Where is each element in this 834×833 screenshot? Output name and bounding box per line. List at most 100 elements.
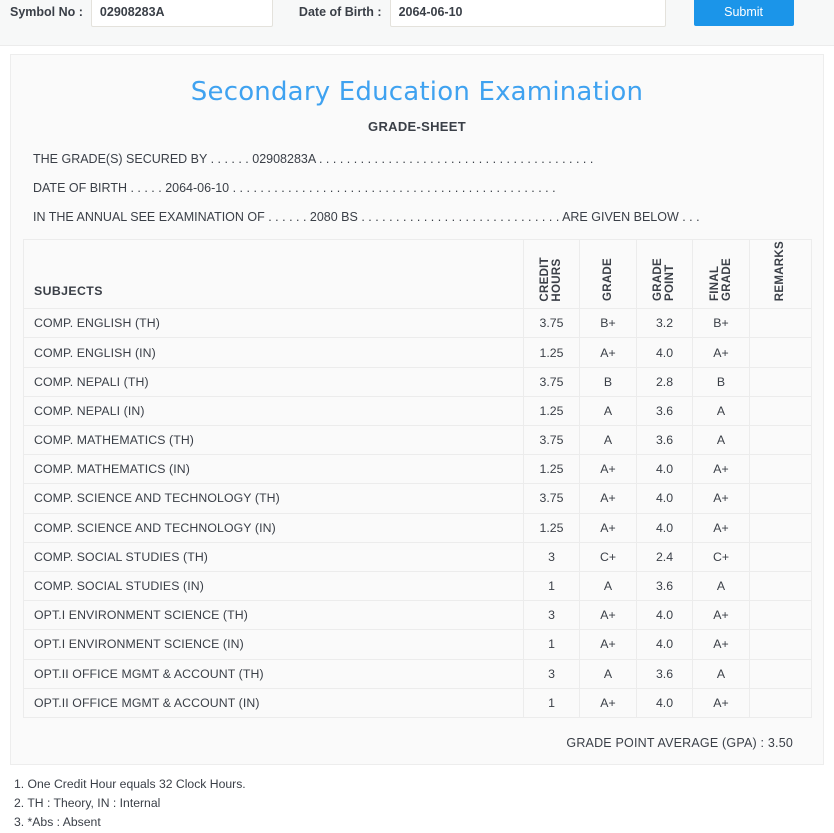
cell-remarks — [749, 629, 812, 660]
cell-final-grade: A+ — [692, 687, 750, 718]
cell-credit-hours: 3 — [523, 541, 580, 572]
cell-grade: A+ — [579, 600, 637, 631]
column-header-grade-label: GRADE — [601, 258, 614, 302]
table-row: OPT.II OFFICE MGMT & ACCOUNT (IN) 1 A+ 4.0 A… — [23, 687, 812, 718]
cell-grade-point: 4.0 — [636, 600, 693, 631]
cell-remarks — [749, 687, 812, 718]
cell-grade: A+ — [579, 687, 637, 718]
table-row: COMP. NEPALI (IN) 1.25 A 3.6 A — [23, 395, 812, 427]
cell-remarks — [749, 366, 812, 397]
cell-final-grade: A — [692, 395, 750, 427]
cell-final-grade: A — [692, 570, 750, 602]
cell-grade: A+ — [579, 629, 637, 660]
cell-grade: A — [579, 395, 637, 427]
cell-grade-point: 4.0 — [636, 629, 693, 660]
cell-remarks — [749, 483, 812, 514]
column-header-final-grade-label: FINAL GRADE — [708, 258, 733, 302]
grade-table: SUBJECTS CREDIT HOURS GRADE GRADE POINT … — [23, 238, 812, 718]
column-header-subjects: SUBJECTS — [23, 238, 524, 310]
column-header-credit-hours: CREDIT HOURS — [523, 238, 580, 310]
cell-subject: COMP. MATHEMATICS (IN) — [23, 454, 524, 485]
cell-final-grade: A — [692, 424, 750, 456]
cell-final-grade: B+ — [692, 308, 750, 339]
table-row: OPT.I ENVIRONMENT SCIENCE (IN) 1 A+ 4.0 A+ — [23, 629, 812, 660]
cell-credit-hours: 1 — [523, 570, 580, 602]
column-header-grade-point-label: GRADE POINT — [652, 258, 677, 302]
cell-credit-hours: 3 — [523, 658, 580, 689]
cell-remarks — [749, 541, 812, 572]
footnote-item: 3. *Abs : Absent — [14, 815, 101, 830]
cell-remarks — [749, 454, 812, 485]
info-line-grades-secured-by: THE GRADE(S) SECURED BY . . . . . . 0290… — [33, 152, 594, 166]
cell-credit-hours: 1.25 — [523, 454, 580, 485]
info-line-examination-year: IN THE ANNUAL SEE EXAMINATION OF . . . .… — [33, 210, 700, 224]
cell-remarks — [749, 600, 812, 631]
cell-remarks — [749, 424, 812, 456]
cell-subject: COMP. NEPALI (IN) — [23, 395, 524, 427]
cell-grade-point: 4.0 — [636, 687, 693, 718]
cell-subject: OPT.II OFFICE MGMT & ACCOUNT (IN) — [23, 687, 524, 718]
cell-grade: A+ — [579, 512, 637, 543]
cell-credit-hours: 3 — [523, 600, 580, 631]
cell-subject: COMP. SOCIAL STUDIES (IN) — [23, 570, 524, 602]
table-row: COMP. SOCIAL STUDIES (TH) 3 C+ 2.4 C+ — [23, 541, 812, 572]
footnote-item: 1. One Credit Hour equals 32 Clock Hours… — [14, 776, 246, 791]
cell-grade-point: 4.0 — [636, 483, 693, 514]
page-subtitle: GRADE-SHEET — [368, 119, 466, 134]
cell-final-grade: A+ — [692, 337, 750, 368]
symbol-no-group: Symbol No : — [10, 0, 273, 27]
cell-subject: OPT.II OFFICE MGMT & ACCOUNT (TH) — [23, 658, 524, 689]
cell-grade: A — [579, 424, 637, 456]
cell-grade-point: 4.0 — [636, 337, 693, 368]
cell-grade: A+ — [579, 337, 637, 368]
cell-credit-hours: 1.25 — [523, 337, 580, 368]
table-body: COMP. ENGLISH (TH) 3.75 B+ 3.2 B+ COMP. ENGLI… — [23, 308, 812, 718]
cell-credit-hours: 3.75 — [523, 366, 580, 397]
cell-grade-point: 2.8 — [636, 366, 693, 397]
cell-subject: OPT.I ENVIRONMENT SCIENCE (IN) — [23, 629, 524, 660]
cell-grade: B+ — [579, 308, 637, 339]
cell-remarks — [749, 658, 812, 689]
table-header-row: SUBJECTS CREDIT HOURS GRADE GRADE POINT … — [23, 238, 812, 310]
symbol-no-input[interactable] — [90, 0, 273, 27]
cell-remarks — [749, 308, 812, 339]
cell-remarks — [749, 395, 812, 427]
table-row: COMP. ENGLISH (TH) 3.75 B+ 3.2 B+ — [23, 308, 812, 339]
cell-subject: COMP. ENGLISH (TH) — [23, 308, 524, 339]
table-row: COMP. SOCIAL STUDIES (IN) 1 A 3.6 A — [23, 570, 812, 602]
cell-final-grade: A+ — [692, 454, 750, 485]
cell-credit-hours: 3.75 — [523, 424, 580, 456]
cell-subject: COMP. NEPALI (TH) — [23, 366, 524, 397]
submit-button[interactable]: Submit — [693, 0, 794, 26]
cell-grade: A — [579, 658, 637, 689]
date-of-birth-group: Date of Birth : — [299, 0, 666, 27]
cell-final-grade: A+ — [692, 512, 750, 543]
table-row: COMP. NEPALI (TH) 3.75 B 2.8 B — [23, 366, 812, 397]
cell-subject: COMP. MATHEMATICS (TH) — [23, 424, 524, 456]
date-of-birth-input[interactable] — [389, 0, 666, 27]
cell-grade: B — [579, 366, 637, 397]
gradesheet-card-wrapper: Secondary Education Examination GRADE-SH… — [0, 46, 834, 765]
cell-grade-point: 3.6 — [636, 424, 693, 456]
cell-remarks — [749, 337, 812, 368]
cell-credit-hours: 3.75 — [523, 483, 580, 514]
cell-grade: C+ — [579, 541, 637, 572]
gradesheet-card: Secondary Education Examination GRADE-SH… — [10, 54, 824, 765]
cell-grade-point: 3.6 — [636, 658, 693, 689]
table-row: COMP. SCIENCE AND TECHNOLOGY (IN) 1.25 A+ 4… — [23, 512, 812, 543]
table-row: COMP. ENGLISH (IN) 1.25 A+ 4.0 A+ — [23, 337, 812, 368]
cell-grade-point: 3.2 — [636, 308, 693, 339]
column-header-grade: GRADE — [579, 238, 637, 310]
table-row: COMP. MATHEMATICS (TH) 3.75 A 3.6 A — [23, 424, 812, 456]
cell-grade: A+ — [579, 483, 637, 514]
cell-final-grade: A+ — [692, 629, 750, 660]
cell-final-grade: A — [692, 658, 750, 689]
gpa-summary: GRADE POINT AVERAGE (GPA) : 3.50 — [566, 735, 793, 750]
table-row: OPT.II OFFICE MGMT & ACCOUNT (TH) 3 A 3.6 A — [23, 658, 812, 689]
footnotes: 1. One Credit Hour equals 32 Clock Hours… — [0, 764, 834, 833]
date-of-birth-label: Date of Birth : — [298, 5, 382, 19]
cell-subject: COMP. SCIENCE AND TECHNOLOGY (IN) — [23, 512, 524, 543]
cell-grade: A — [579, 570, 637, 602]
cell-final-grade: A+ — [692, 600, 750, 631]
table-header: SUBJECTS CREDIT HOURS GRADE GRADE POINT … — [23, 238, 812, 310]
